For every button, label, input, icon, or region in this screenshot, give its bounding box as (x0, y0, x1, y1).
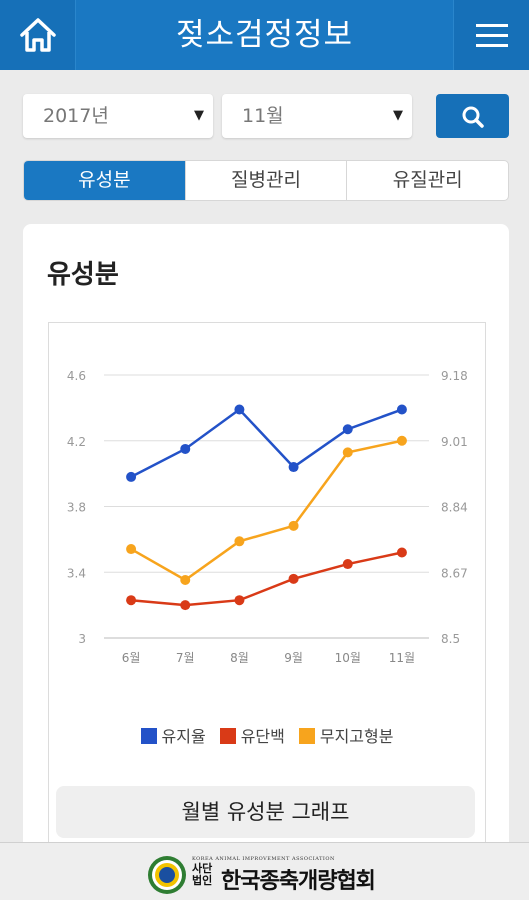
y-left-tick-label: 3.4 (67, 566, 86, 580)
data-point (234, 404, 245, 415)
y-right-tick-label: 9.18 (441, 369, 468, 383)
line-chart: 4.6 9.18 4.2 9.01 3.8 8.84 3.4 8.67 3 8.5 6월 7월 8월 9월… (67, 369, 468, 665)
month-value: 11월 (242, 105, 284, 127)
tab-milk-quality[interactable]: 유질관리 (346, 161, 508, 200)
tab-disease-management[interactable]: 질병관리 (184, 161, 347, 200)
data-point (342, 559, 353, 570)
org-type: 사단법인 (192, 862, 213, 887)
month-select[interactable]: 11월 ▼ (222, 94, 412, 138)
page-title: 젖소검정정보 (175, 17, 354, 53)
menu-icon (476, 24, 508, 47)
legend-label: 유지율 (161, 727, 206, 746)
association-logo (148, 856, 186, 894)
data-point (126, 544, 137, 555)
y-left-tick-label: 4.6 (67, 369, 86, 383)
series-line (130, 407, 403, 479)
x-tick-label: 10월 (335, 651, 361, 665)
data-point (396, 435, 407, 446)
data-point (180, 574, 191, 585)
data-point (396, 547, 407, 558)
app-header: 젖소검정정보 (0, 0, 529, 70)
y-right-tick-label: 9.01 (441, 435, 468, 449)
y-left-tick-label: 4.2 (67, 435, 86, 449)
data-point (180, 443, 191, 454)
y-right-tick-label: 8.5 (441, 632, 460, 646)
search-button[interactable] (436, 94, 509, 138)
data-point (288, 520, 299, 531)
chart-container: 4.6 9.18 4.2 9.01 3.8 8.84 3.4 8.67 3 8.5 6월 7월 8월 9월… (48, 322, 486, 882)
x-tick-label: 8월 (230, 651, 249, 665)
x-tick-label: 7월 (176, 651, 195, 665)
org-name: 한국종축개량협회 (221, 869, 376, 894)
y-left-tick-label: 3 (78, 632, 86, 646)
data-point (342, 424, 353, 435)
content-card: 유성분 4.6 9.18 4.2 9.01 3.8 8.84 3.4 8.67 3 8.5 6월 7월… (23, 224, 509, 882)
tab-milk-components[interactable]: 유성분 (24, 161, 185, 200)
data-point (396, 404, 407, 415)
footer: KOREA ANIMAL IMPROVEMENT ASSOCIATION 사단법… (0, 842, 529, 900)
chart-caption-button[interactable]: 월별 유성분 그래프 (56, 786, 475, 838)
x-tick-label: 6월 (122, 651, 141, 665)
data-point (288, 462, 299, 473)
x-tick-label: 9월 (284, 651, 303, 665)
legend-label: 유단백 (240, 727, 285, 746)
home-button[interactable] (0, 0, 76, 70)
menu-button[interactable] (453, 0, 529, 70)
dropdown-arrow-icon: ▼ (393, 108, 403, 123)
y-right-tick-label: 8.67 (441, 566, 468, 580)
y-left-tick-label: 3.8 (67, 501, 86, 515)
card-title: 유성분 (47, 260, 119, 290)
tab-bar: 유성분 질병관리 유질관리 (23, 160, 509, 201)
legend-swatch (219, 728, 236, 744)
chart-legend: 유지율 유단백 무지고형분 (49, 723, 485, 747)
legend-item: 유지율 (140, 723, 206, 747)
data-point (180, 600, 191, 611)
series-line (130, 551, 403, 607)
legend-swatch (140, 728, 157, 744)
year-select[interactable]: 2017년 ▼ (23, 94, 213, 138)
dropdown-arrow-icon: ▼ (194, 108, 204, 123)
x-tick-label: 11월 (389, 651, 415, 665)
legend-item: 무지고형분 (298, 723, 394, 747)
data-point (234, 595, 245, 606)
data-point (288, 573, 299, 584)
year-value: 2017년 (43, 105, 109, 127)
data-point (342, 447, 353, 458)
org-english-name: KOREA ANIMAL IMPROVEMENT ASSOCIATION (192, 856, 335, 862)
y-right-tick-label: 8.84 (441, 501, 468, 515)
search-icon (462, 106, 484, 128)
home-icon (20, 18, 56, 52)
series-line (130, 439, 403, 582)
data-point (234, 536, 245, 547)
data-point (126, 471, 137, 482)
legend-label: 무지고형분 (319, 727, 394, 746)
legend-swatch (298, 728, 315, 744)
data-point (126, 595, 137, 606)
legend-item: 유단백 (219, 723, 285, 747)
